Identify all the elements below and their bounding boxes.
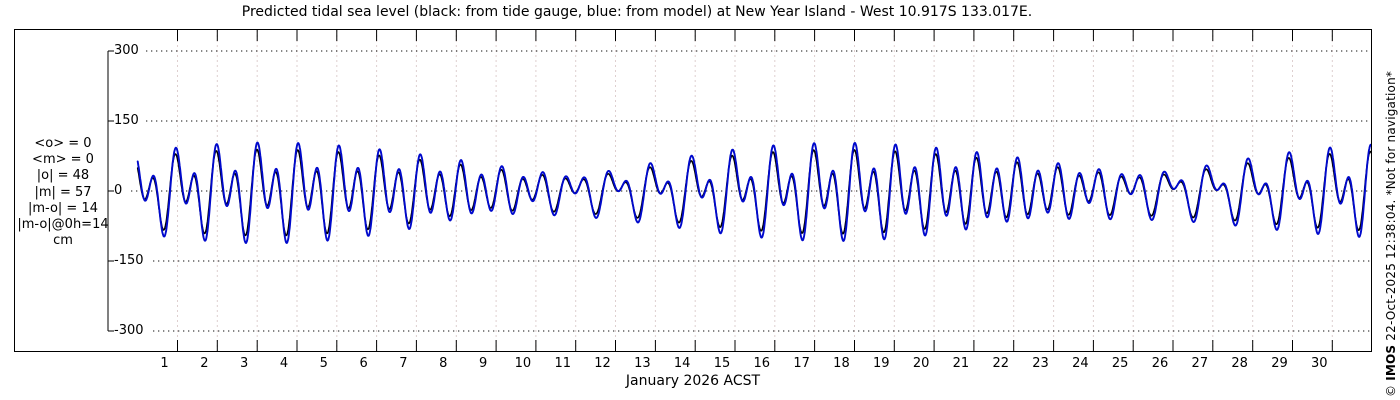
y-tick-label: 300 [114, 43, 139, 58]
x-tick-label: 9 [478, 356, 488, 371]
x-tick-label: 10 [514, 356, 532, 371]
stats-block: <o> = 0 <m> = 0 |o| = 48 |m| = 57 |m-o| = 14… [6, 136, 120, 249]
x-tick-label: 19 [872, 356, 890, 371]
x-tick-label: 6 [359, 356, 368, 371]
x-tick-label: 1 [160, 356, 169, 371]
x-tick-label: 30 [1311, 356, 1328, 371]
x-tick-label: 29 [1271, 356, 1288, 371]
x-tick-label: 24 [1072, 356, 1089, 371]
x-tick-label: 14 [673, 356, 691, 371]
x-axis-label: January 2026 ACST [625, 373, 761, 389]
x-tick-label: 22 [992, 356, 1009, 371]
x-tick-label: 4 [279, 356, 289, 371]
x-tick-label: 5 [319, 356, 328, 371]
stat-line: <o> = 0 [34, 136, 92, 151]
y-tick-label: 150 [114, 113, 139, 128]
x-tick-label: 7 [399, 356, 408, 371]
x-tick-label: 16 [753, 356, 771, 371]
x-tick-label: 21 [952, 356, 970, 371]
x-tick-label: 17 [793, 356, 810, 371]
chart-title: Predicted tidal sea level (black: from t… [241, 4, 1033, 20]
stat-line: cm [53, 233, 73, 249]
x-tick-label: 8 [439, 356, 448, 371]
model-series-line [136, 141, 1371, 244]
x-tick-label: 13 [634, 356, 651, 371]
x-tick-label: 28 [1231, 356, 1248, 371]
stat-line: |m-o|@0h=14 [17, 217, 109, 233]
x-tick-label: 3 [240, 356, 249, 371]
y-tick-label: 0 [114, 183, 123, 198]
stat-line: |m| = 57 [34, 184, 92, 200]
x-tick-label: 20 [912, 356, 930, 371]
y-tick-label: -150 [114, 253, 144, 268]
copyright-watermark: © IMOS 22-Oct-2025 12:38:04. *Not for na… [1384, 0, 1398, 397]
x-tick-label: 23 [1032, 356, 1049, 371]
stat-line: <m> = 0 [32, 152, 94, 168]
watermark-org: IMOS [1384, 344, 1398, 381]
x-tick-label: 11 [554, 356, 571, 371]
x-tick-label: 2 [200, 356, 209, 371]
stat-line: |o| = 48 [36, 168, 90, 184]
x-tick-label: 25 [1111, 356, 1129, 371]
plot-frame [14, 29, 1372, 352]
x-tick-label: 18 [833, 356, 850, 371]
copyright-symbol: © [1384, 380, 1398, 397]
x-tick-label: 26 [1151, 356, 1169, 371]
x-tick-label: 15 [713, 356, 731, 371]
x-tick-label: 27 [1191, 356, 1209, 371]
y-tick-label: -300 [114, 323, 144, 338]
stat-line: |m-o| = 14 [27, 200, 98, 216]
watermark-text: 22-Oct-2025 12:38:04. *Not for navigatio… [1384, 70, 1398, 345]
x-tick-label: 12 [594, 356, 611, 371]
